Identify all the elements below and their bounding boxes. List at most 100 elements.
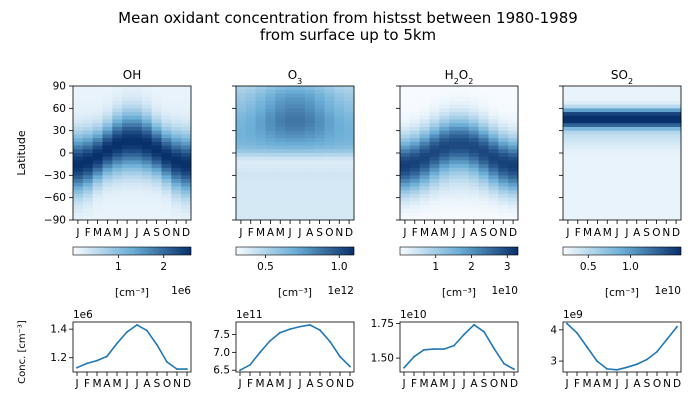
line-scale-label: 1e11 [236,309,263,321]
heatmap-cell [459,175,470,180]
heatmap-cell [334,186,345,191]
heatmap-cell [132,153,143,158]
heatmap-cell [151,126,162,132]
heatmap-cell [181,123,192,128]
heatmap-cell [82,112,94,117]
heatmap-cell [488,141,499,146]
heatmap-cell [563,205,574,210]
heatmap-cell [612,86,623,91]
heatmap-cell [122,123,133,128]
heatmap-cell [295,153,306,158]
heatmap-cell [92,93,103,98]
heatmap-cell [344,145,355,150]
heatmap-cell [641,167,652,173]
heatmap-cell [468,156,480,161]
heatmap-cell [334,179,345,184]
month-tick-label: J [125,227,129,239]
heatmap-cell [459,138,470,143]
heatmap-cell [275,123,286,128]
heatmap-cell [151,205,162,210]
heatmap-cell [409,208,421,213]
heatmap-cell [498,104,509,109]
heatmap-cell [602,126,613,132]
heatmap-cell [141,119,153,124]
heatmap-cell [161,193,172,199]
heatmap-cell [508,112,519,117]
heatmap-cell [400,112,411,117]
heatmap-cell [102,130,113,135]
heatmap-cell [622,93,633,98]
heatmap-cell [488,201,499,206]
heatmap-cell [245,86,257,91]
heatmap-cell [400,93,411,98]
heatmap-cell [236,119,247,124]
heatmap-cell [612,89,623,94]
heatmap-cell [275,216,286,221]
heatmap-cell [161,108,172,113]
heatmap-cell [324,145,335,150]
heatmap-cell [592,93,603,98]
heatmap-cell [304,167,316,173]
heatmap-cell [409,182,421,187]
heatmap-cell [409,156,421,161]
heatmap-cell [275,138,286,143]
heatmap-cell [671,123,682,128]
heatmap-cell [141,171,153,176]
heatmap-cell [112,179,123,184]
heatmap-cell [459,164,470,169]
heatmap-cell [582,216,593,221]
month-tick-label: M [440,227,449,239]
heatmap-cell [295,86,306,91]
data-point [166,361,168,363]
heatmap-cell [419,104,430,109]
heatmap-cell [245,167,257,173]
heatmap-cell [334,197,345,202]
heatmap-cell [508,115,519,120]
heatmap-cell [478,104,489,109]
heatmap-cell [563,197,574,202]
heatmap-cell [582,201,593,206]
heatmap-cell [459,208,470,213]
heatmap-cell [661,93,672,98]
heatmap-cell [304,197,316,202]
heatmap-cell [478,182,489,187]
heatmap-cell [488,100,499,106]
heatmap-cell [612,115,623,120]
heatmap-cell [641,149,652,154]
heatmap-cell [409,126,421,132]
heatmap-cell [132,190,143,195]
heatmap-cell [73,89,84,94]
heatmap-cell [236,216,247,221]
heatmap-cell [92,160,103,165]
heatmap-cell [304,138,316,143]
heatmap-cell [314,160,325,165]
heatmap-cell [295,130,306,135]
heatmap-cell [73,93,84,98]
heatmap-cell [285,115,296,120]
heatmap-cell [344,201,355,206]
data-point [126,331,128,333]
heatmap-cell [459,126,470,132]
heatmap-cell [102,138,113,143]
heatmap-cell [92,108,103,113]
heatmap-cell [181,104,192,109]
heatmap-cell [592,134,603,139]
heatmap-cell [419,100,430,106]
data-point [186,368,188,370]
heatmap-cell [344,149,355,154]
heatmap-cell [622,108,633,113]
heatmap-cell [478,153,489,158]
heatmap-cell [612,160,623,165]
heatmap-cell [449,86,460,91]
heatmap-cell [592,182,603,187]
heatmap-cell [563,138,574,143]
heatmap-cell [563,93,574,98]
heatmap-cell [459,112,470,117]
heatmap-cell [141,212,153,217]
heatmap-cell [631,134,643,139]
heatmap-cell [181,138,192,143]
heatmap-cell [132,112,143,117]
heatmap-cell [651,153,662,158]
heatmap-cell [400,179,411,184]
heatmap-cell [459,201,470,206]
